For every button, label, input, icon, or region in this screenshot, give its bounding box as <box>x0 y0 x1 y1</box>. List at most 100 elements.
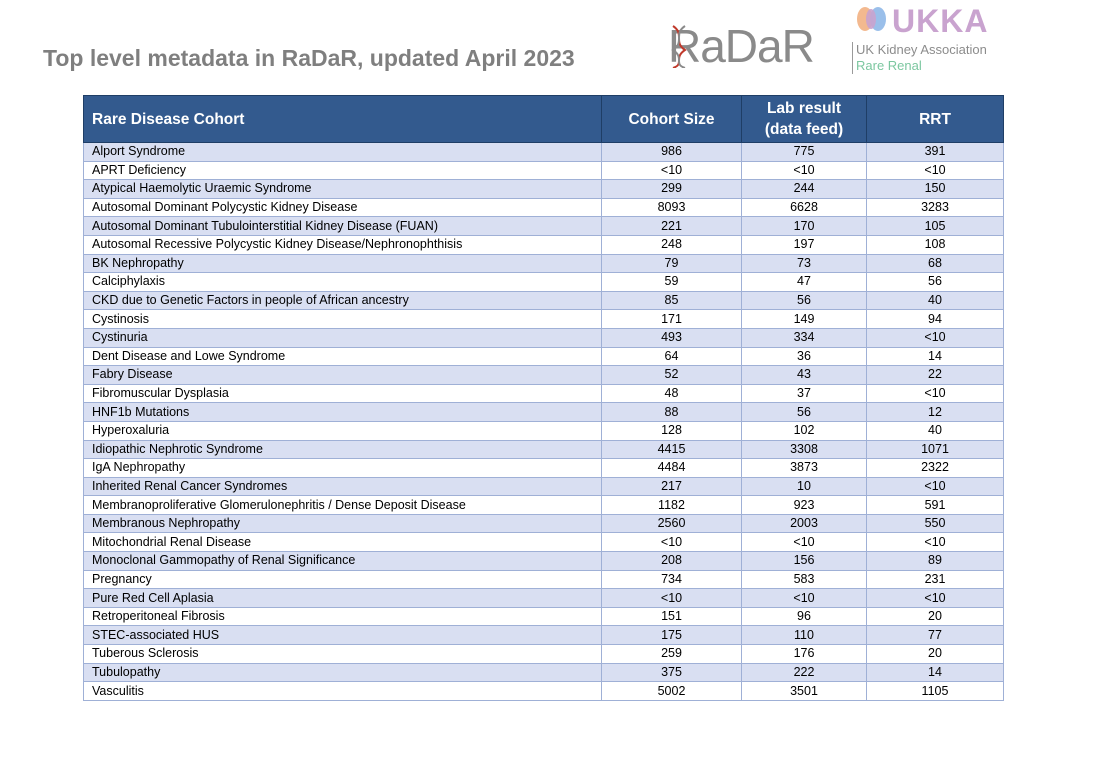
cell-cohort-size: 5002 <box>601 681 742 701</box>
cell-cohort-name: Cystinuria <box>83 327 602 348</box>
radar-logo: RaDaR <box>668 20 815 72</box>
cell-rrt: 3283 <box>866 197 1004 218</box>
cell-lab-result: 222 <box>741 662 867 683</box>
cell-lab-result: 197 <box>741 234 867 255</box>
cell-cohort-size: 259 <box>601 644 742 664</box>
cell-cohort-name: Pregnancy <box>83 569 602 590</box>
table-row: Vasculitis 5002 3501 1105 <box>83 681 1004 701</box>
cell-rrt: 14 <box>866 662 1004 683</box>
cell-cohort-size: 175 <box>601 625 742 646</box>
table-row: Hyperoxaluria 128 102 40 <box>83 420 1004 441</box>
cell-rrt: 591 <box>866 495 1004 515</box>
header-lab-line1: Lab result <box>766 100 842 117</box>
ukka-logo-tagline: Rare Renal <box>856 58 922 73</box>
cell-rrt: 89 <box>866 551 1004 571</box>
cell-cohort-name: Mitochondrial Renal Disease <box>83 532 602 553</box>
cell-cohort-size: <10 <box>601 532 742 553</box>
cell-cohort-size: 8093 <box>601 197 742 218</box>
cell-cohort-size: 299 <box>601 179 742 199</box>
table-row: Membranoproliferative Glomerulonephritis… <box>83 495 1004 515</box>
cell-cohort-name: Retroperitoneal Fibrosis <box>83 606 602 627</box>
cell-rrt: 391 <box>866 142 1004 162</box>
table-row: Tuberous Sclerosis 259 176 20 <box>83 644 1004 664</box>
cell-rrt: 40 <box>866 290 1004 311</box>
table-row: Autosomal Dominant Polycystic Kidney Dis… <box>83 197 1004 218</box>
header-cohort: Rare Disease Cohort <box>83 95 602 143</box>
cell-cohort-name: STEC-associated HUS <box>83 625 602 646</box>
cell-lab-result: 73 <box>741 253 867 274</box>
cell-lab-result: 47 <box>741 272 867 292</box>
ukka-logo-divider <box>852 42 853 74</box>
table-row: Pure Red Cell Aplasia <10 <10 <10 <box>83 588 1004 608</box>
cell-rrt: 12 <box>866 402 1004 422</box>
cell-rrt: <10 <box>866 160 1004 181</box>
table-row: Cystinosis 171 149 94 <box>83 309 1004 329</box>
cell-cohort-size: 2560 <box>601 513 742 534</box>
table-row: Cystinuria 493 334 <10 <box>83 327 1004 348</box>
cell-rrt: 40 <box>866 420 1004 441</box>
cell-rrt: 1071 <box>866 439 1004 460</box>
table-row: HNF1b Mutations 88 56 12 <box>83 402 1004 422</box>
table-row: Atypical Haemolytic Uraemic Syndrome 299 2… <box>83 179 1004 199</box>
cell-lab-result: 56 <box>741 402 867 422</box>
cell-lab-result: 334 <box>741 327 867 348</box>
header-lab-result: Lab result (data feed) <box>741 95 867 143</box>
cell-rrt: 20 <box>866 644 1004 664</box>
cell-cohort-size: 217 <box>601 476 742 497</box>
cell-cohort-name: Alport Syndrome <box>83 142 602 162</box>
cell-cohort-name: Dent Disease and Lowe Syndrome <box>83 346 602 367</box>
cell-rrt: 105 <box>866 216 1004 236</box>
table-row: Retroperitoneal Fibrosis 151 96 20 <box>83 606 1004 627</box>
ukka-logo-subtitle: UK Kidney Association <box>856 42 987 57</box>
cell-rrt: 231 <box>866 569 1004 590</box>
cell-cohort-name: Membranoproliferative Glomerulonephritis… <box>83 495 602 515</box>
cell-rrt: 56 <box>866 272 1004 292</box>
table-row: Inherited Renal Cancer Syndromes 217 10 <10 <box>83 476 1004 497</box>
cell-cohort-size: 1182 <box>601 495 742 515</box>
cell-cohort-size: 85 <box>601 290 742 311</box>
header-rrt: RRT <box>866 95 1004 143</box>
cell-lab-result: 102 <box>741 420 867 441</box>
table-row: IgA Nephropathy 4484 3873 2322 <box>83 458 1004 478</box>
cell-cohort-name: Autosomal Recessive Polycystic Kidney Di… <box>83 234 602 255</box>
cell-cohort-name: Autosomal Dominant Polycystic Kidney Dis… <box>83 197 602 218</box>
radar-logo-text: RaDaR <box>668 20 815 72</box>
cell-lab-result: 156 <box>741 551 867 571</box>
cell-lab-result: 923 <box>741 495 867 515</box>
header-lab-line2: (data feed) <box>764 121 844 138</box>
table-row: Calciphylaxis 59 47 56 <box>83 272 1004 292</box>
kidney-icon <box>857 7 886 31</box>
table-header-row: Rare Disease Cohort Cohort Size Lab resu… <box>83 95 1004 143</box>
cell-lab-result: 3308 <box>741 439 867 460</box>
cell-cohort-size: 986 <box>601 142 742 162</box>
table-row: STEC-associated HUS 175 110 77 <box>83 625 1004 646</box>
cell-cohort-name: Cystinosis <box>83 309 602 329</box>
cell-cohort-size: 48 <box>601 383 742 404</box>
cell-cohort-name: Monoclonal Gammopathy of Renal Significa… <box>83 551 602 571</box>
cell-rrt: 550 <box>866 513 1004 534</box>
cell-lab-result: 176 <box>741 644 867 664</box>
cell-cohort-size: 4484 <box>601 458 742 478</box>
cell-cohort-size: 221 <box>601 216 742 236</box>
cell-rrt: <10 <box>866 532 1004 553</box>
cell-cohort-name: Membranous Nephropathy <box>83 513 602 534</box>
cell-lab-result: 56 <box>741 290 867 311</box>
cell-rrt: 14 <box>866 346 1004 367</box>
cell-cohort-name: Pure Red Cell Aplasia <box>83 588 602 608</box>
cell-cohort-size: 375 <box>601 662 742 683</box>
table-row: Autosomal Recessive Polycystic Kidney Di… <box>83 234 1004 255</box>
table-row: Mitochondrial Renal Disease <10 <10 <10 <box>83 532 1004 553</box>
cell-cohort-name: Autosomal Dominant Tubulointerstitial Ki… <box>83 216 602 236</box>
page-title: Top level metadata in RaDaR, updated Apr… <box>43 45 575 71</box>
cell-cohort-size: 493 <box>601 327 742 348</box>
cell-cohort-size: 171 <box>601 309 742 329</box>
ukka-logo-word: UKKA <box>892 3 989 39</box>
cell-lab-result: 3873 <box>741 458 867 478</box>
cell-rrt: 22 <box>866 365 1004 385</box>
cell-cohort-name: Calciphylaxis <box>83 272 602 292</box>
table-row: BK Nephropathy 79 73 68 <box>83 253 1004 274</box>
cell-cohort-size: 52 <box>601 365 742 385</box>
table-row: Autosomal Dominant Tubulointerstitial Ki… <box>83 216 1004 236</box>
table-row: Tubulopathy 375 222 14 <box>83 662 1004 683</box>
cell-rrt: 108 <box>866 234 1004 255</box>
